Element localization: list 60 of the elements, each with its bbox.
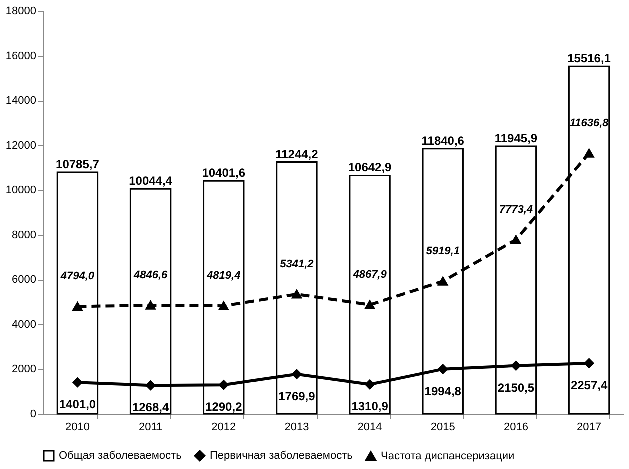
point [72, 378, 83, 388]
point [511, 360, 522, 371]
point [438, 364, 448, 374]
point [219, 380, 229, 390]
point [292, 290, 302, 299]
y-tick-label: 0 [30, 408, 36, 420]
point [219, 302, 229, 310]
point [511, 236, 522, 244]
data-label: 1310,9 [352, 400, 389, 414]
point [584, 149, 594, 158]
data-label: 5919,1 [426, 245, 460, 258]
y-tick-label: 16000 [6, 50, 36, 62]
point [146, 380, 156, 390]
data-label: 7773,4 [499, 204, 534, 216]
data-label: 10642,9 [348, 160, 392, 175]
y-tick-label: 18000 [6, 6, 36, 18]
y-tick-label: 4000 [12, 318, 36, 331]
point [292, 370, 302, 380]
x-tick-label: 2010 [65, 422, 90, 434]
data-label: 1268,4 [132, 400, 170, 415]
data-label: 1994,8 [424, 384, 462, 398]
x-tick-label: 2011 [138, 422, 163, 434]
point [438, 277, 448, 286]
data-label: 1769,9 [278, 389, 316, 404]
y-tick-label: 10000 [6, 184, 36, 197]
x-tick-label: 2014 [358, 422, 382, 434]
data-label: 2257,4 [570, 378, 608, 392]
data-label: 4846,6 [132, 269, 168, 282]
x-tick-label: 2017 [577, 422, 602, 434]
data-label: 10785,7 [56, 158, 100, 172]
point [365, 380, 375, 390]
data-label: 2150,5 [498, 380, 535, 395]
point [365, 300, 375, 310]
y-tick-label: 12000 [6, 140, 36, 152]
data-label: 15516,1 [568, 52, 612, 66]
data-label: 11244,2 [276, 147, 319, 162]
x-tick-label: 2015 [430, 422, 456, 434]
data-label: 1290,2 [206, 400, 243, 414]
data-label: 4794,0 [60, 270, 96, 283]
point [72, 302, 83, 312]
data-label: 4819,4 [206, 270, 241, 282]
data-label: 1401,0 [59, 398, 96, 412]
x-tick-label: 2016 [504, 422, 528, 434]
data-label: 10044,4 [129, 174, 173, 188]
legend-label: Первичная заболеваемость [210, 450, 354, 462]
legend-label: Частота диспансеризации [381, 450, 515, 462]
data-label: 11840,6 [422, 134, 465, 148]
legend-label: Общая заболеваемость [59, 450, 182, 462]
point [584, 358, 594, 368]
y-tick-label: 2000 [12, 364, 36, 376]
x-tick-label: 2012 [212, 422, 236, 434]
y-tick-label: 14000 [6, 95, 36, 108]
data-label: 11945,9 [494, 132, 538, 146]
point [146, 301, 156, 310]
x-tick-label: 2013 [284, 422, 310, 434]
y-tick-label: 6000 [12, 274, 36, 286]
data-label: 4867,9 [352, 269, 388, 282]
data-label: 5341,2 [280, 258, 314, 270]
data-label: 10401,6 [202, 166, 246, 180]
y-tick-label: 8000 [12, 229, 36, 242]
